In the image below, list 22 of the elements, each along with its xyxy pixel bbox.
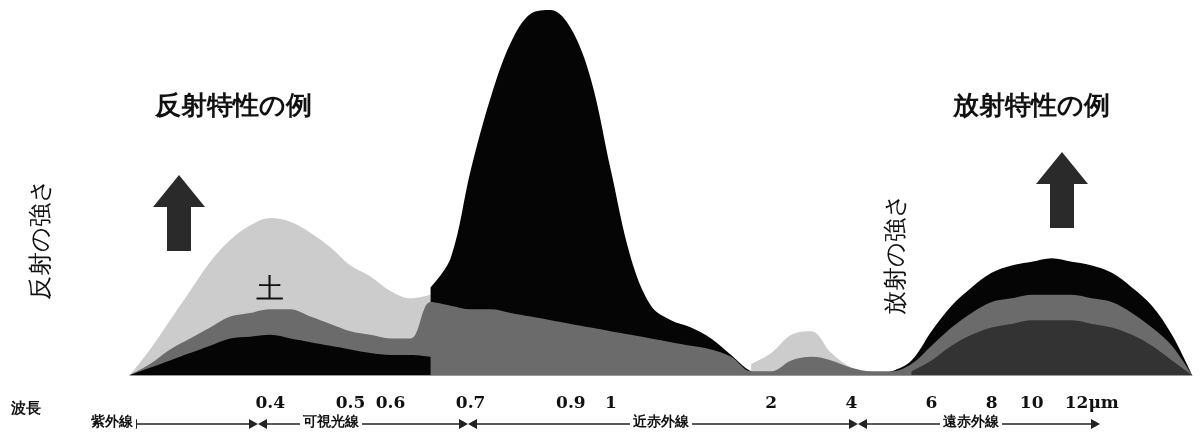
text: 遠赤外線 — [942, 413, 1000, 429]
text: 近赤外線 — [632, 413, 690, 429]
x-tick-label: 8 — [985, 391, 998, 412]
x-tick-label: 2 — [765, 391, 778, 412]
x-tick-label: 4 — [845, 391, 858, 412]
text: 波長 — [10, 398, 41, 417]
annotation: 放射特性の例 — [952, 90, 1110, 120]
x-tick-label: 1 — [604, 391, 617, 412]
x-tick-label: 0.4 — [255, 391, 286, 412]
x-tick-label: 0.6 — [375, 391, 406, 412]
x-tick-label: 0.9 — [556, 391, 586, 412]
annotation: 反射特性の例 — [154, 90, 312, 120]
x-tick-label: 6 — [925, 391, 938, 412]
x-tick-label: 0.5 — [335, 391, 366, 412]
x-tick-label: 0.7 — [455, 391, 486, 412]
y2-axis-title: 放射の強さ — [881, 193, 909, 315]
x-tick-label: 10 — [1019, 391, 1044, 412]
text: 可視光線 — [302, 413, 360, 429]
x-tick-label: 12μm — [1064, 391, 1119, 412]
y-axis-title: 反射の強さ — [26, 178, 54, 300]
series-label: 土 — [256, 272, 285, 306]
text: 紫外線 — [90, 413, 134, 429]
